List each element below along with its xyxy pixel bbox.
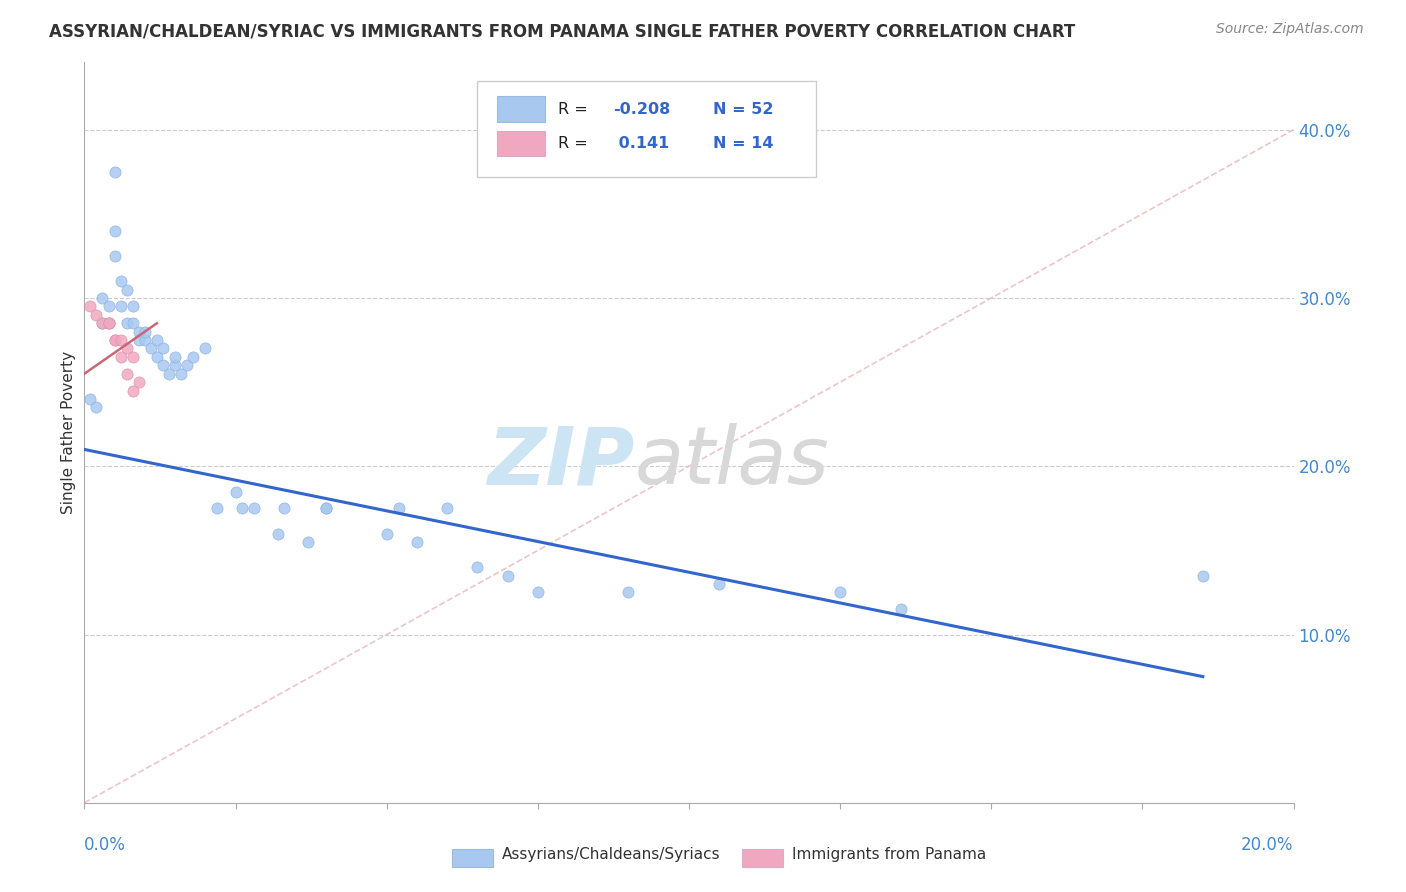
Point xyxy=(170,367,193,381)
Point xyxy=(79,300,101,314)
Point xyxy=(110,300,132,314)
Point xyxy=(830,585,852,599)
Point xyxy=(104,165,127,179)
Text: 0.141: 0.141 xyxy=(613,136,669,152)
Point xyxy=(115,283,138,297)
Point xyxy=(194,342,217,356)
Point xyxy=(128,325,150,339)
Point xyxy=(617,585,640,599)
Point xyxy=(165,359,187,373)
Text: -0.208: -0.208 xyxy=(613,102,671,117)
Point xyxy=(273,501,295,516)
Point xyxy=(121,300,143,314)
Point xyxy=(79,392,101,406)
Point xyxy=(375,526,398,541)
FancyBboxPatch shape xyxy=(496,131,546,156)
Point xyxy=(139,342,162,356)
Text: 20.0%: 20.0% xyxy=(1241,836,1294,855)
Point xyxy=(165,350,187,364)
Point xyxy=(207,501,229,516)
Point xyxy=(104,333,127,347)
Point xyxy=(231,501,253,516)
Point xyxy=(115,367,138,381)
Point xyxy=(104,333,127,347)
Point xyxy=(436,501,458,516)
Point xyxy=(91,316,114,330)
Point xyxy=(104,249,127,263)
FancyBboxPatch shape xyxy=(496,96,546,121)
Point xyxy=(467,560,489,574)
Point xyxy=(388,501,411,516)
Point xyxy=(91,291,114,305)
Point xyxy=(115,342,138,356)
FancyBboxPatch shape xyxy=(742,849,783,867)
Point xyxy=(181,350,204,364)
Text: ZIP: ZIP xyxy=(486,423,634,501)
Point xyxy=(315,501,337,516)
Text: atlas: atlas xyxy=(634,423,830,501)
Text: ASSYRIAN/CHALDEAN/SYRIAC VS IMMIGRANTS FROM PANAMA SINGLE FATHER POVERTY CORRELA: ASSYRIAN/CHALDEAN/SYRIAC VS IMMIGRANTS F… xyxy=(49,22,1076,40)
Point xyxy=(146,350,169,364)
Point xyxy=(97,300,120,314)
Point xyxy=(97,316,120,330)
Point xyxy=(121,384,143,398)
Point xyxy=(104,224,127,238)
Text: Immigrants from Panama: Immigrants from Panama xyxy=(792,847,986,863)
Point xyxy=(134,333,156,347)
Text: N = 14: N = 14 xyxy=(713,136,773,152)
Point xyxy=(146,333,169,347)
Point xyxy=(527,585,550,599)
Point xyxy=(86,308,108,322)
Point xyxy=(1192,568,1215,582)
FancyBboxPatch shape xyxy=(478,81,815,178)
Point xyxy=(709,577,731,591)
Point xyxy=(297,535,319,549)
Point xyxy=(315,501,337,516)
Point xyxy=(97,316,120,330)
Text: Assyrians/Chaldeans/Syriacs: Assyrians/Chaldeans/Syriacs xyxy=(502,847,720,863)
Point xyxy=(110,350,132,364)
Point xyxy=(496,568,519,582)
Point xyxy=(110,333,132,347)
Point xyxy=(128,333,150,347)
Point xyxy=(91,316,114,330)
Point xyxy=(152,359,174,373)
Text: R =: R = xyxy=(558,102,593,117)
Text: Source: ZipAtlas.com: Source: ZipAtlas.com xyxy=(1216,22,1364,37)
Point xyxy=(152,342,174,356)
Point xyxy=(890,602,912,616)
Point xyxy=(157,367,180,381)
Point xyxy=(267,526,290,541)
Point xyxy=(115,316,138,330)
Text: R =: R = xyxy=(558,136,593,152)
Text: N = 52: N = 52 xyxy=(713,102,773,117)
Point xyxy=(128,375,150,389)
Point xyxy=(121,350,143,364)
Point xyxy=(176,359,198,373)
Point xyxy=(110,274,132,288)
Point xyxy=(225,484,247,499)
Text: 0.0%: 0.0% xyxy=(84,836,127,855)
Point xyxy=(406,535,429,549)
Point xyxy=(121,316,143,330)
Point xyxy=(97,316,120,330)
Point xyxy=(134,325,156,339)
FancyBboxPatch shape xyxy=(451,849,494,867)
Point xyxy=(242,501,264,516)
Point xyxy=(86,401,108,415)
Y-axis label: Single Father Poverty: Single Father Poverty xyxy=(60,351,76,514)
